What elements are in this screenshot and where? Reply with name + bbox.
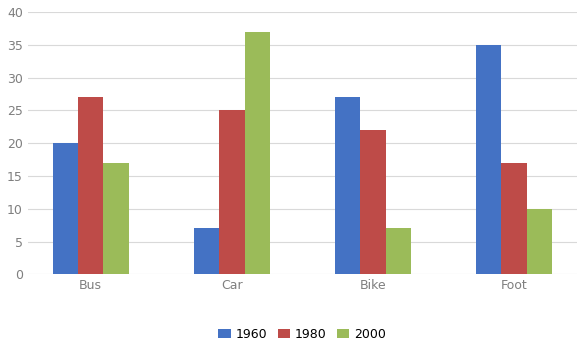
Bar [501, 163, 527, 274]
Bar [245, 32, 270, 274]
Bar [476, 45, 501, 274]
Bar [385, 228, 411, 274]
Bar [194, 228, 219, 274]
Legend: 1960, 1980, 2000: 1960, 1980, 2000 [214, 323, 391, 343]
Bar [219, 110, 245, 274]
Bar [527, 209, 552, 274]
Bar [78, 97, 103, 274]
Bar [103, 163, 129, 274]
Bar [335, 97, 360, 274]
Bar [360, 130, 385, 274]
Bar [53, 143, 78, 274]
